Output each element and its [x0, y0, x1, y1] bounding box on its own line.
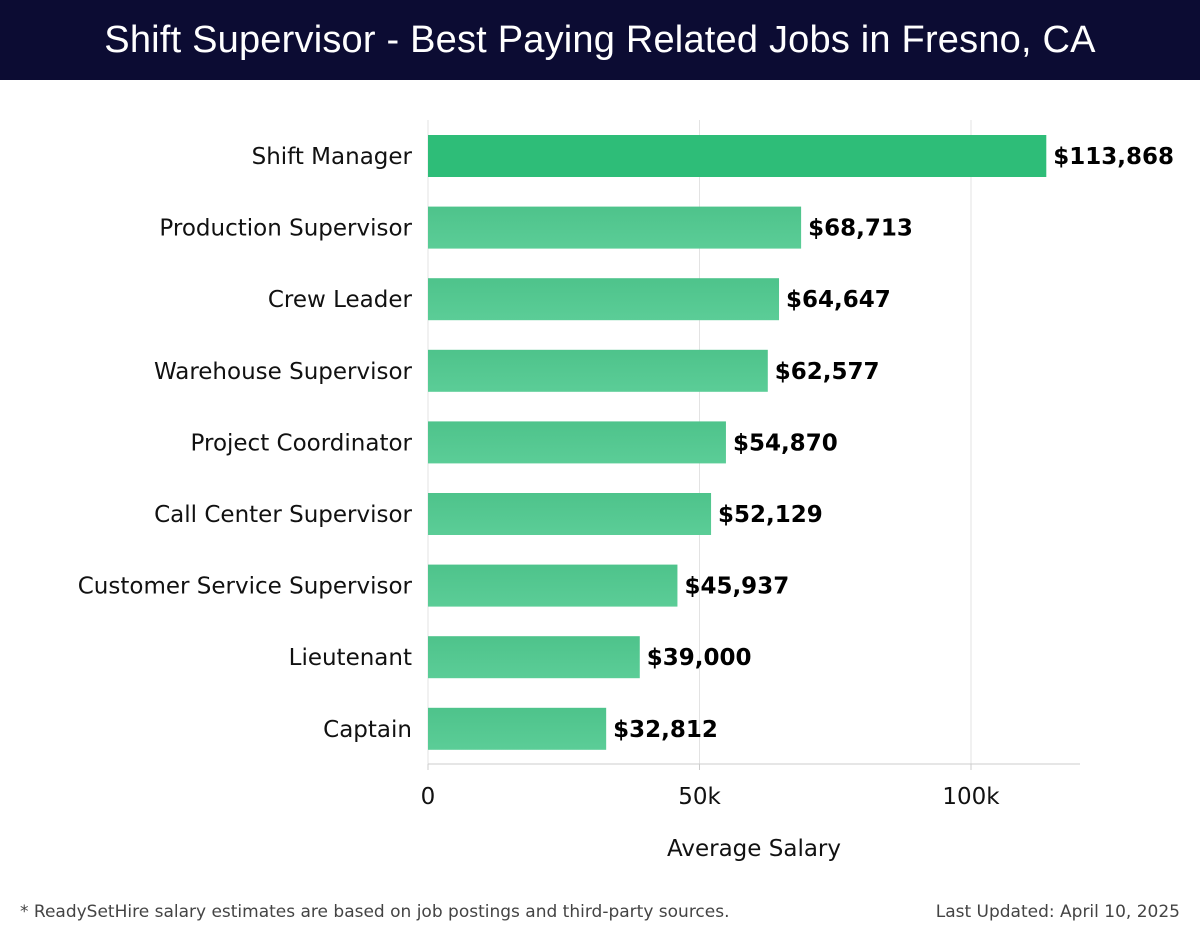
- bar-chart: Shift Manager $113,868 Production Supervis…: [78, 120, 1174, 862]
- category-label-2: Crew Leader: [268, 287, 413, 313]
- value-label-4: $54,870: [733, 430, 838, 456]
- chart-title: Shift Supervisor - Best Paying Related J…: [104, 18, 1096, 61]
- value-label-6: $45,937: [684, 574, 789, 600]
- value-label-3: $62,577: [775, 359, 880, 385]
- category-label-6: Customer Service Supervisor: [78, 574, 413, 600]
- last-updated: Last Updated: April 10, 2025: [935, 902, 1180, 922]
- category-label-3: Warehouse Supervisor: [154, 359, 413, 385]
- x-tick-label-1: 50k: [678, 784, 721, 810]
- bar-7: [428, 636, 640, 679]
- bar-2: [428, 278, 780, 321]
- category-label-8: Captain: [323, 717, 412, 743]
- footer-note: * ReadySetHire salary estimates are base…: [20, 902, 730, 922]
- x-axis-title: Average Salary: [667, 836, 841, 862]
- footer: * ReadySetHire salary estimates are base…: [0, 900, 1200, 928]
- category-label-5: Call Center Supervisor: [154, 502, 412, 528]
- value-label-7: $39,000: [647, 645, 752, 671]
- category-label-7: Lieutenant: [289, 645, 412, 671]
- bar-5: [428, 493, 712, 535]
- category-label-0: Shift Manager: [252, 144, 413, 170]
- x-tick-label-0: 0: [421, 784, 436, 810]
- value-label-8: $32,812: [613, 717, 718, 743]
- value-label-1: $68,713: [808, 216, 913, 242]
- bar-1: [428, 206, 802, 249]
- value-label-5: $52,129: [718, 502, 823, 528]
- value-label-0: $113,868: [1053, 144, 1174, 170]
- bar-4: [428, 421, 726, 464]
- category-label-1: Production Supervisor: [159, 216, 412, 242]
- value-label-2: $64,647: [786, 287, 891, 313]
- bar-0: [428, 135, 1047, 177]
- bar-6: [428, 564, 678, 607]
- category-label-4: Project Coordinator: [191, 430, 413, 456]
- header-bar: Shift Supervisor - Best Paying Related J…: [0, 0, 1200, 80]
- bar-8: [428, 707, 607, 750]
- bar-3: [428, 349, 768, 392]
- x-tick-label-2: 100k: [942, 784, 1000, 810]
